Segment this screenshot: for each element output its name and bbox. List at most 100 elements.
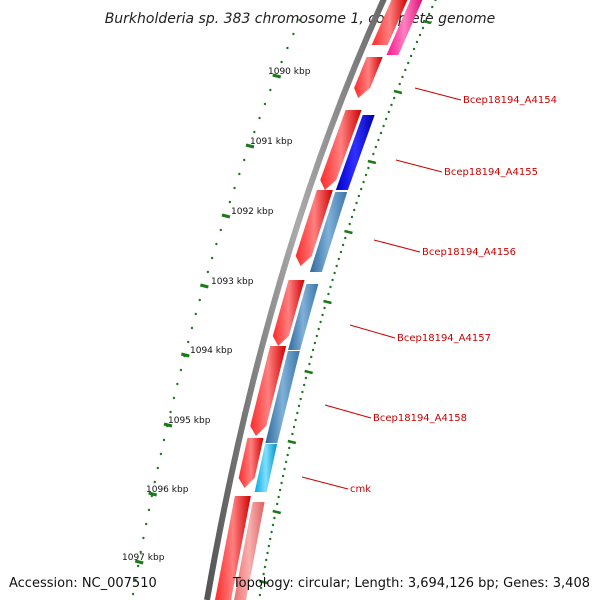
minor-tick-dot bbox=[202, 284, 205, 288]
minor-tick-dot bbox=[194, 312, 198, 316]
outer-tick-dot bbox=[427, 12, 431, 16]
gene-label-bcep18194-a4155[interactable]: Bcep18194_A4155 bbox=[444, 167, 538, 178]
minor-tick-dot bbox=[159, 452, 163, 456]
major-tick-mark bbox=[180, 352, 190, 358]
outer-tick-dot bbox=[409, 54, 413, 58]
minor-tick-dot bbox=[219, 228, 222, 232]
gene-label-lines bbox=[301, 87, 462, 490]
outer-tick-dot bbox=[377, 138, 380, 142]
label-connector bbox=[395, 159, 443, 173]
reverse-gene-steel[interactable] bbox=[288, 284, 319, 350]
outer-tick-dot bbox=[313, 341, 317, 345]
reverse-gene-steel[interactable] bbox=[309, 192, 348, 272]
accession-text: Accession: NC_007510 bbox=[9, 576, 157, 591]
outer-tick-dot bbox=[258, 593, 262, 597]
outer-tick-dot bbox=[415, 40, 419, 44]
outer-tick-dot bbox=[382, 124, 385, 128]
tick-label: 1097 kbp bbox=[122, 553, 165, 563]
minor-tick-dot bbox=[134, 578, 137, 582]
outer-tick-dot bbox=[299, 397, 302, 401]
outer-tick-dot bbox=[269, 537, 272, 541]
minor-tick-dot bbox=[136, 564, 140, 568]
minor-tick-dot bbox=[131, 592, 135, 596]
tick-label: 1092 kbp bbox=[231, 207, 274, 217]
forward-gene[interactable] bbox=[238, 438, 264, 488]
minor-tick-dot bbox=[142, 536, 145, 540]
outer-tick-dot bbox=[393, 96, 396, 100]
forward-gene[interactable] bbox=[371, 0, 408, 45]
label-connector bbox=[373, 239, 421, 253]
tick-label: 1091 kbp bbox=[250, 137, 293, 147]
outer-tick-dot bbox=[372, 152, 375, 156]
outer-tick-dot bbox=[401, 75, 404, 79]
outer-tick-dot bbox=[421, 26, 425, 30]
tick-labels: 1090 kbp 1091 kbp 1092 kbp 1093 kbp 1094… bbox=[122, 67, 311, 563]
minor-tick-dot bbox=[147, 508, 151, 512]
forward-gene[interactable] bbox=[295, 190, 333, 266]
outer-tick-dot bbox=[271, 523, 275, 527]
major-tick-mark bbox=[148, 491, 158, 497]
forward-gene[interactable] bbox=[250, 346, 287, 436]
minor-tick-dot bbox=[248, 144, 251, 148]
gene-label-bcep18194-a4157[interactable]: Bcep18194_A4157 bbox=[397, 333, 491, 344]
outer-tick-dot bbox=[404, 68, 407, 72]
minor-tick-dot bbox=[228, 200, 232, 204]
outer-tick-dot bbox=[284, 460, 288, 464]
outer-tick-dot bbox=[398, 82, 401, 86]
forward-gene[interactable] bbox=[272, 280, 305, 346]
genome-backbone bbox=[204, 0, 387, 600]
forward-gene[interactable] bbox=[354, 57, 383, 98]
minor-tick-dot bbox=[286, 46, 289, 50]
outer-tick-dot bbox=[266, 551, 269, 555]
outer-tick-dot bbox=[263, 565, 267, 569]
outer-tick-dot bbox=[362, 180, 365, 184]
gene-label-cmk[interactable]: cmk bbox=[350, 484, 371, 495]
reverse-gene-cyan[interactable] bbox=[254, 444, 278, 492]
minor-tick-dot bbox=[253, 130, 256, 134]
minor-tick-dot bbox=[190, 326, 194, 330]
outer-tick-dot bbox=[337, 257, 340, 261]
gene-label-bcep18194-a4158[interactable]: Bcep18194_A4158 bbox=[373, 413, 467, 424]
outer-tick-dot bbox=[348, 222, 351, 226]
minor-tick-dot bbox=[280, 60, 283, 64]
tick-label: 1096 kbp bbox=[146, 485, 189, 495]
minor-tick-dot bbox=[176, 382, 179, 386]
outer-tick-dot bbox=[296, 411, 299, 415]
minor-tick-dot bbox=[274, 74, 278, 78]
outer-tick-dot bbox=[304, 376, 308, 380]
minor-tick-dot bbox=[144, 522, 148, 526]
outer-tick-dot bbox=[321, 313, 324, 317]
reverse-gene-pink[interactable] bbox=[386, 0, 423, 55]
outer-tick-dot bbox=[344, 236, 347, 240]
topology-text: Topology: circular; Length: 3,694,126 bp… bbox=[232, 576, 590, 591]
outer-tick-dot bbox=[259, 586, 263, 590]
outer-tick-dot bbox=[317, 327, 320, 331]
outer-tick-dot bbox=[273, 516, 276, 520]
outer-tick-dot bbox=[341, 243, 345, 247]
gene-label-bcep18194-a4154[interactable]: Bcep18194_A4154 bbox=[463, 95, 557, 106]
outer-tick-dot bbox=[339, 250, 343, 254]
outer-tick-dot bbox=[286, 453, 289, 457]
outer-tick-dot bbox=[283, 467, 286, 471]
gene-features bbox=[215, 0, 423, 600]
outer-tick-dot bbox=[406, 61, 410, 65]
outer-tick-mark bbox=[323, 299, 332, 305]
forward-gene[interactable] bbox=[215, 496, 251, 600]
reverse-gene-blue[interactable] bbox=[335, 115, 375, 190]
outer-tick-dot bbox=[323, 306, 326, 310]
forward-gene[interactable] bbox=[320, 110, 362, 190]
outer-tick-dot bbox=[262, 572, 265, 576]
gene-label-bcep18194-a4156[interactable]: Bcep18194_A4156 bbox=[422, 247, 516, 258]
reverse-gene-lightpink[interactable] bbox=[234, 502, 265, 600]
outer-tick-dot bbox=[374, 145, 378, 149]
major-tick-mark bbox=[163, 422, 173, 428]
minor-tick-dot bbox=[238, 172, 241, 176]
minor-tick-dot bbox=[169, 410, 172, 414]
outer-tick-dot bbox=[291, 432, 294, 436]
outer-tick-dot bbox=[329, 285, 332, 289]
outer-tick-dot bbox=[434, 0, 437, 2]
reverse-gene-steel[interactable] bbox=[265, 351, 300, 443]
outer-tick-dot bbox=[364, 173, 368, 177]
minor-tick-dot bbox=[166, 424, 169, 428]
minor-tick-dot bbox=[150, 494, 154, 498]
